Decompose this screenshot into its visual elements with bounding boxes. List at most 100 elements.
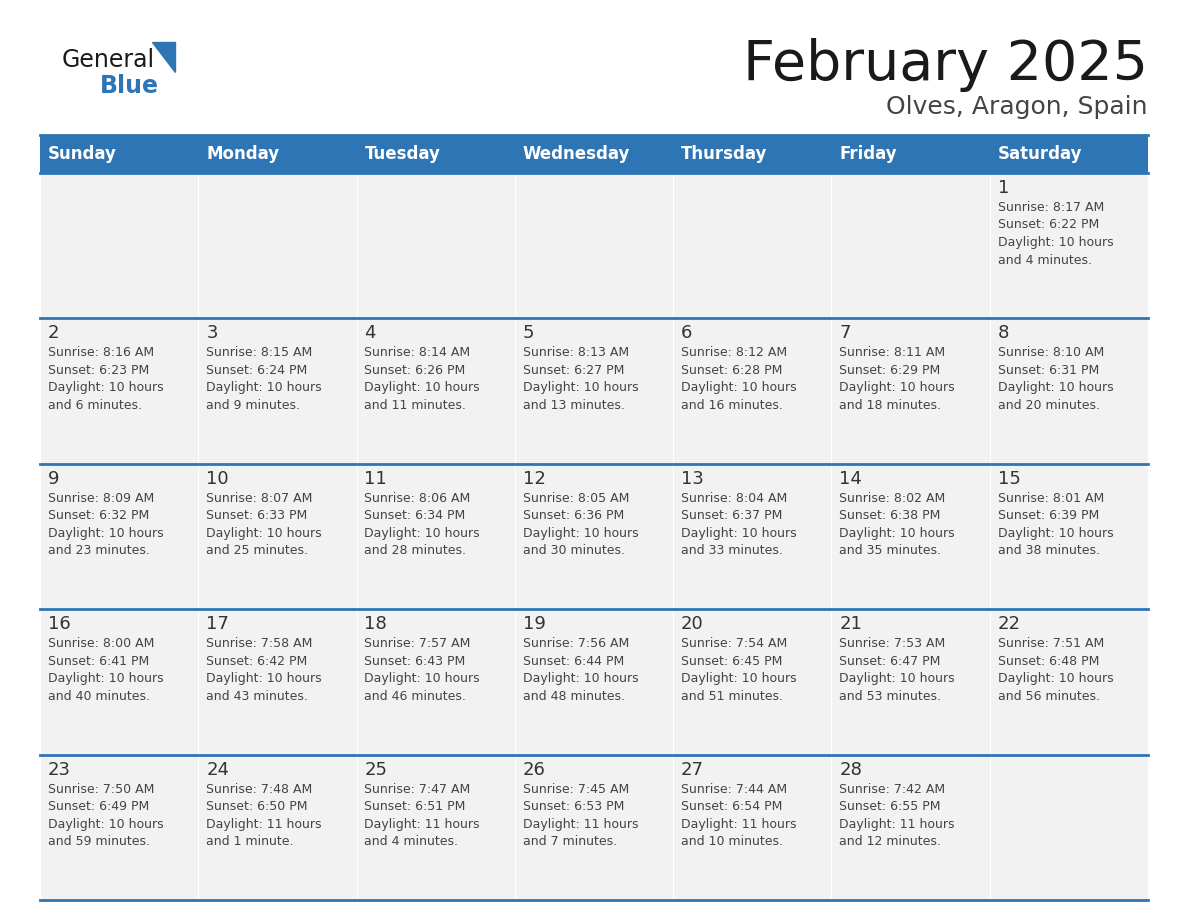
Text: Sunrise: 7:50 AM: Sunrise: 7:50 AM [48, 783, 154, 796]
Text: and 56 minutes.: and 56 minutes. [998, 689, 1100, 702]
Text: and 35 minutes.: and 35 minutes. [840, 544, 941, 557]
Text: Sunrise: 8:17 AM: Sunrise: 8:17 AM [998, 201, 1104, 214]
Text: Sunrise: 8:09 AM: Sunrise: 8:09 AM [48, 492, 154, 505]
Text: 4: 4 [365, 324, 375, 342]
Text: and 20 minutes.: and 20 minutes. [998, 399, 1100, 412]
Text: Sunset: 6:51 PM: Sunset: 6:51 PM [365, 800, 466, 813]
Text: Sunrise: 8:00 AM: Sunrise: 8:00 AM [48, 637, 154, 650]
Text: Sunset: 6:39 PM: Sunset: 6:39 PM [998, 509, 1099, 522]
Text: Sunrise: 7:44 AM: Sunrise: 7:44 AM [681, 783, 788, 796]
Text: and 43 minutes.: and 43 minutes. [207, 689, 308, 702]
Text: 6: 6 [681, 324, 693, 342]
Text: 28: 28 [840, 761, 862, 778]
Bar [356, 610, 514, 755]
Text: 21: 21 [840, 615, 862, 633]
Text: Sunset: 6:28 PM: Sunset: 6:28 PM [681, 364, 783, 377]
Text: Daylight: 10 hours: Daylight: 10 hours [840, 672, 955, 685]
Text: Daylight: 10 hours: Daylight: 10 hours [840, 381, 955, 395]
Bar [832, 610, 990, 755]
Text: 8: 8 [998, 324, 1009, 342]
Text: Daylight: 11 hours: Daylight: 11 hours [365, 818, 480, 831]
Text: Sunset: 6:38 PM: Sunset: 6:38 PM [840, 509, 941, 522]
Text: and 40 minutes.: and 40 minutes. [48, 689, 150, 702]
Text: Sunrise: 8:16 AM: Sunrise: 8:16 AM [48, 346, 154, 360]
Bar [674, 755, 832, 900]
Text: Daylight: 10 hours: Daylight: 10 hours [48, 527, 164, 540]
Text: and 51 minutes.: and 51 minutes. [681, 689, 783, 702]
Text: Sunset: 6:32 PM: Sunset: 6:32 PM [48, 509, 150, 522]
Text: 20: 20 [681, 615, 703, 633]
Text: Sunset: 6:37 PM: Sunset: 6:37 PM [681, 509, 783, 522]
Text: and 48 minutes.: and 48 minutes. [523, 689, 625, 702]
Text: 11: 11 [365, 470, 387, 487]
Text: Daylight: 10 hours: Daylight: 10 hours [48, 672, 164, 685]
Text: Thursday: Thursday [681, 145, 767, 163]
Bar [514, 319, 674, 464]
Text: Daylight: 11 hours: Daylight: 11 hours [840, 818, 955, 831]
Text: Daylight: 10 hours: Daylight: 10 hours [365, 672, 480, 685]
Text: Sunset: 6:27 PM: Sunset: 6:27 PM [523, 364, 624, 377]
Text: and 28 minutes.: and 28 minutes. [365, 544, 467, 557]
Text: Sunset: 6:24 PM: Sunset: 6:24 PM [207, 364, 308, 377]
Text: Sunrise: 7:54 AM: Sunrise: 7:54 AM [681, 637, 788, 650]
Text: 2: 2 [48, 324, 59, 342]
Text: Sunrise: 8:05 AM: Sunrise: 8:05 AM [523, 492, 630, 505]
Text: Saturday: Saturday [998, 145, 1082, 163]
Text: Daylight: 10 hours: Daylight: 10 hours [840, 527, 955, 540]
Text: Sunrise: 7:56 AM: Sunrise: 7:56 AM [523, 637, 628, 650]
Bar [198, 135, 356, 173]
Text: Daylight: 10 hours: Daylight: 10 hours [207, 381, 322, 395]
Bar [990, 135, 1148, 173]
Text: 18: 18 [365, 615, 387, 633]
Text: Daylight: 10 hours: Daylight: 10 hours [681, 672, 797, 685]
Text: Daylight: 10 hours: Daylight: 10 hours [681, 381, 797, 395]
Text: Sunset: 6:23 PM: Sunset: 6:23 PM [48, 364, 150, 377]
Bar [514, 610, 674, 755]
Text: and 4 minutes.: and 4 minutes. [998, 253, 1092, 266]
Text: and 38 minutes.: and 38 minutes. [998, 544, 1100, 557]
Text: General: General [62, 48, 156, 72]
Bar [674, 610, 832, 755]
Text: 26: 26 [523, 761, 545, 778]
Text: Sunrise: 8:15 AM: Sunrise: 8:15 AM [207, 346, 312, 360]
Bar [832, 464, 990, 610]
Text: Sunrise: 8:14 AM: Sunrise: 8:14 AM [365, 346, 470, 360]
Bar [198, 319, 356, 464]
Text: Sunset: 6:45 PM: Sunset: 6:45 PM [681, 655, 783, 667]
Text: Sunrise: 7:42 AM: Sunrise: 7:42 AM [840, 783, 946, 796]
Text: 16: 16 [48, 615, 70, 633]
Text: Daylight: 10 hours: Daylight: 10 hours [998, 672, 1113, 685]
Text: 25: 25 [365, 761, 387, 778]
Text: Wednesday: Wednesday [523, 145, 630, 163]
Bar [832, 319, 990, 464]
Text: Daylight: 10 hours: Daylight: 10 hours [998, 527, 1113, 540]
Text: 19: 19 [523, 615, 545, 633]
Text: Daylight: 10 hours: Daylight: 10 hours [207, 672, 322, 685]
Text: 24: 24 [207, 761, 229, 778]
Text: Sunset: 6:55 PM: Sunset: 6:55 PM [840, 800, 941, 813]
Text: and 4 minutes.: and 4 minutes. [365, 835, 459, 848]
Text: February 2025: February 2025 [742, 38, 1148, 92]
Text: Daylight: 10 hours: Daylight: 10 hours [207, 527, 322, 540]
Bar [990, 755, 1148, 900]
Text: Sunset: 6:49 PM: Sunset: 6:49 PM [48, 800, 150, 813]
Text: Sunrise: 7:58 AM: Sunrise: 7:58 AM [207, 637, 312, 650]
Text: and 23 minutes.: and 23 minutes. [48, 544, 150, 557]
Text: 5: 5 [523, 324, 535, 342]
Bar [40, 135, 198, 173]
Text: Daylight: 10 hours: Daylight: 10 hours [998, 381, 1113, 395]
Text: Sunset: 6:44 PM: Sunset: 6:44 PM [523, 655, 624, 667]
Bar [990, 464, 1148, 610]
Text: 23: 23 [48, 761, 71, 778]
Bar [990, 610, 1148, 755]
Bar [514, 135, 674, 173]
Bar [198, 173, 356, 319]
Text: and 25 minutes.: and 25 minutes. [207, 544, 308, 557]
Text: and 53 minutes.: and 53 minutes. [840, 689, 941, 702]
Text: Daylight: 10 hours: Daylight: 10 hours [523, 672, 638, 685]
Text: Sunrise: 7:53 AM: Sunrise: 7:53 AM [840, 637, 946, 650]
Text: Sunday: Sunday [48, 145, 116, 163]
Text: Sunrise: 8:07 AM: Sunrise: 8:07 AM [207, 492, 312, 505]
Text: Sunrise: 8:04 AM: Sunrise: 8:04 AM [681, 492, 788, 505]
Bar [514, 755, 674, 900]
